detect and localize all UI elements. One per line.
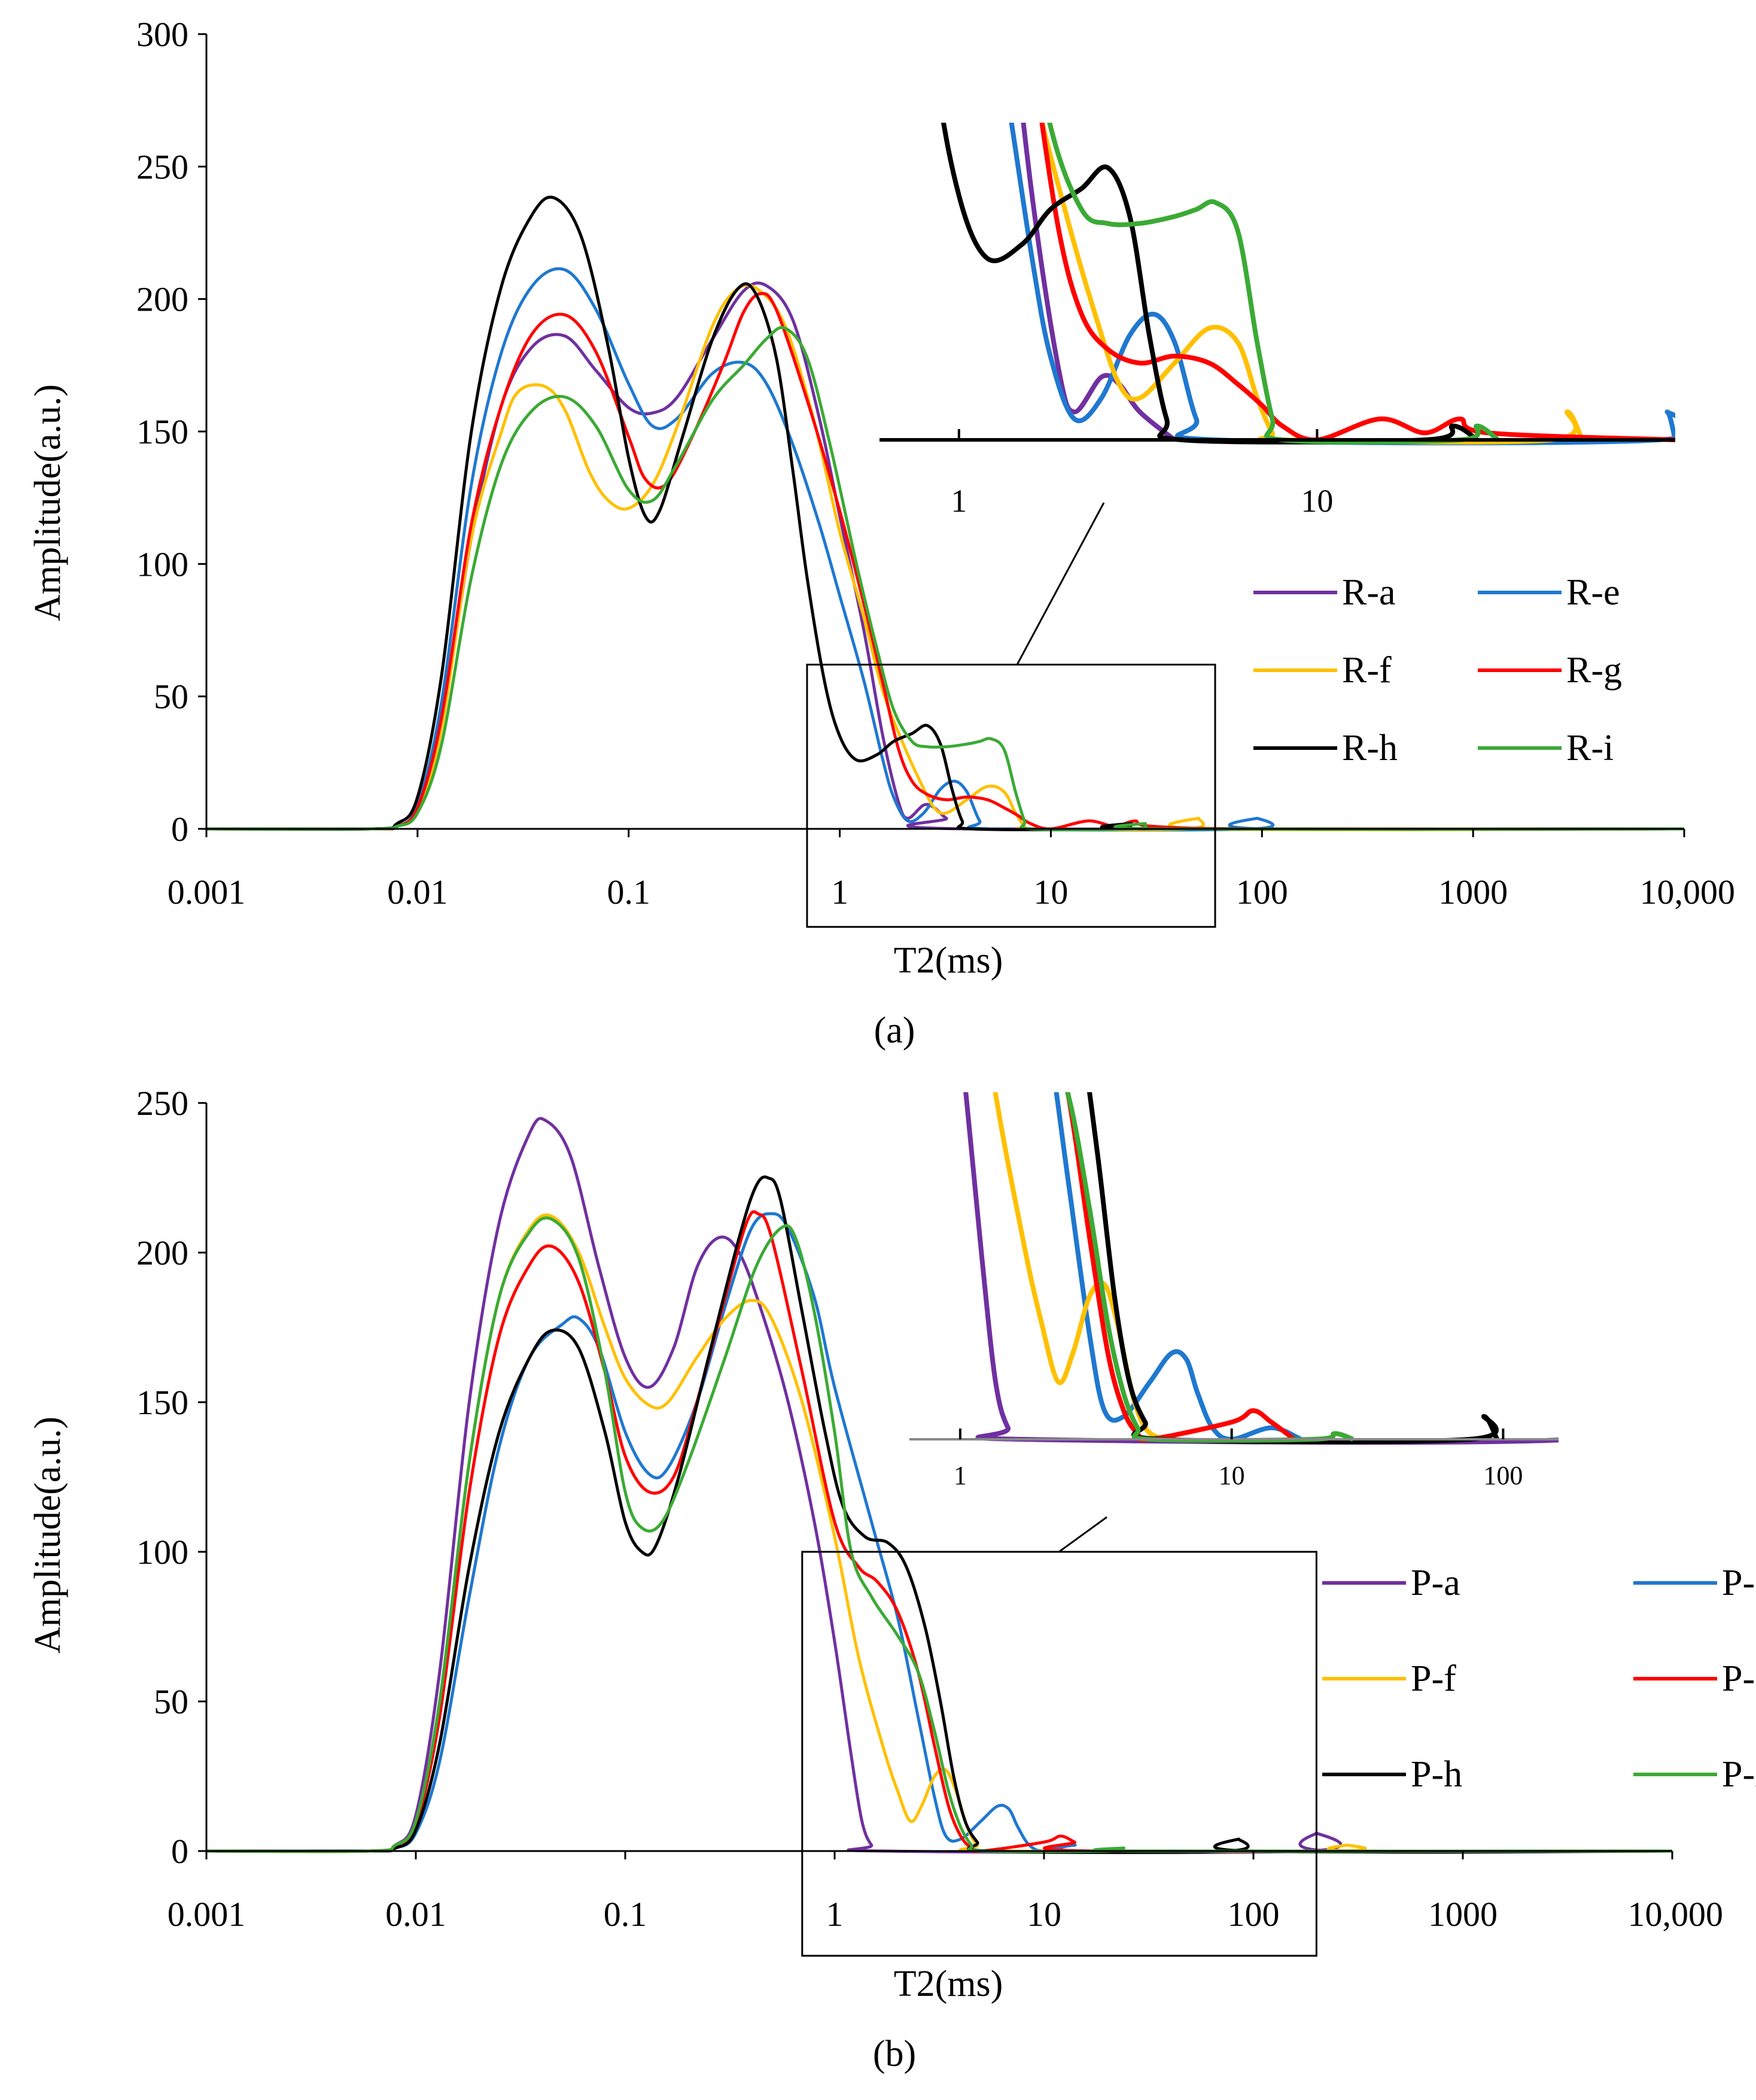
y-tick-label: 150 — [136, 412, 188, 451]
panel-b-axes — [205, 1103, 1672, 1852]
x-tick-label: 0.001 — [168, 873, 246, 911]
panel-a-y-ticks: 0 50 100 150 200 250 300 — [136, 15, 206, 849]
panel-b-y-ticks: 0 50 100 150 200 250 — [136, 1084, 206, 1871]
x-tick-label: 10,000 — [1628, 1895, 1724, 1934]
panel-b-x-ticks: 0.001 0.01 0.1 1 10 100 1000 10,000 — [168, 1851, 1723, 1934]
panel-b-zoom-connector — [1058, 1516, 1107, 1553]
panel-a-x-axis-title: T2(ms) — [894, 940, 1003, 981]
y-tick-label: 150 — [136, 1383, 188, 1422]
y-tick-label: 100 — [136, 1533, 188, 1572]
x-tick-label: 1000 — [1428, 1895, 1498, 1934]
legend-label-r-e: R-e — [1566, 572, 1620, 613]
x-tick-label: 100 — [1228, 1895, 1280, 1934]
inset-line-r-i — [1047, 123, 1500, 445]
x-tick-label: 10,000 — [1640, 873, 1736, 911]
x-tick-label: 100 — [1236, 873, 1288, 911]
y-tick-label: 50 — [154, 677, 188, 716]
y-tick-label: 200 — [136, 280, 188, 319]
legend-label-p-a: P-a — [1411, 1563, 1460, 1603]
inset-line-r-g — [1039, 123, 1675, 443]
legend-label-p-f: P-f — [1411, 1658, 1456, 1699]
x-tick-label: 0.01 — [387, 873, 448, 911]
x-tick-label: 1 — [826, 1895, 844, 1934]
panel-a-y-axis-title: Amplitude(a.u.) — [28, 384, 68, 621]
y-tick-label: 50 — [154, 1682, 188, 1721]
panel-a-label: (a) — [874, 1010, 915, 1051]
y-tick-label: 250 — [136, 1084, 188, 1123]
y-tick-label: 0 — [171, 810, 188, 849]
legend-label-r-g: R-g — [1566, 650, 1622, 691]
x-tick-label: 10 — [1033, 873, 1068, 911]
panel-a-zoom-box — [806, 664, 1216, 928]
inset-line-r-a — [1021, 123, 1176, 442]
legend-label-r-i: R-i — [1566, 728, 1614, 768]
panel-a-inset: 1 10 — [879, 123, 1675, 519]
series-line-p-e — [206, 1212, 1673, 1853]
y-tick-label: 300 — [136, 15, 188, 54]
x-tick-label: 1000 — [1438, 873, 1508, 911]
series-line-p-g — [206, 1210, 1673, 1853]
legend-label-r-h: R-h — [1342, 728, 1398, 768]
panel-a-x-ticks: 0.001 0.01 0.1 1 10 100 1000 10,000 — [168, 829, 1735, 911]
panel-b-y-axis-title: Amplitude(a.u.) — [28, 1417, 68, 1654]
y-tick-label: 100 — [136, 545, 188, 583]
inset-line-p-a — [963, 1092, 1559, 1445]
legend-label-p-h: P-h — [1411, 1754, 1462, 1795]
legend-label-p-g: P-g — [1722, 1658, 1756, 1699]
inset-tick-label: 10 — [1219, 1461, 1245, 1490]
x-tick-label: 10 — [1027, 1895, 1061, 1934]
x-tick-label: 1 — [831, 873, 848, 911]
panel-b-label: (b) — [873, 2034, 916, 2074]
inset-line-p-g — [1065, 1092, 1296, 1442]
panel-a-zoom-connector — [1016, 502, 1105, 665]
panel-b-legend: P-a P-e P-f P-g P-h P-i — [1322, 1563, 1756, 1795]
inset-tick-label: 10 — [1301, 483, 1333, 519]
series-line-r-g — [206, 292, 1685, 831]
inset-tick-label: 1 — [954, 1461, 967, 1490]
y-tick-label: 250 — [136, 147, 188, 186]
inset-tick-label: 100 — [1483, 1461, 1523, 1490]
x-tick-label: 0.1 — [607, 873, 650, 911]
legend-label-p-i: P-i — [1722, 1754, 1756, 1795]
legend-label-p-e: P-e — [1722, 1563, 1756, 1603]
inset-tick-label: 1 — [951, 483, 967, 519]
x-tick-label: 0.01 — [385, 1895, 446, 1934]
x-tick-label: 0.1 — [604, 1895, 647, 1934]
y-tick-label: 0 — [171, 1832, 188, 1871]
panel-b-inset: 1 10 100 — [909, 1092, 1559, 1490]
legend-label-r-a: R-a — [1342, 572, 1396, 613]
panel-a-legend: R-a R-e R-f R-g R-h R-i — [1253, 572, 1622, 768]
x-tick-label: 0.001 — [168, 1895, 246, 1934]
panel-b-x-axis-title: T2(ms) — [894, 1964, 1003, 2004]
y-tick-label: 200 — [136, 1233, 188, 1272]
inset-line-p-e — [1054, 1092, 1302, 1442]
panel-b-series-group — [206, 1117, 1673, 1855]
legend-label-r-f: R-f — [1342, 650, 1392, 691]
